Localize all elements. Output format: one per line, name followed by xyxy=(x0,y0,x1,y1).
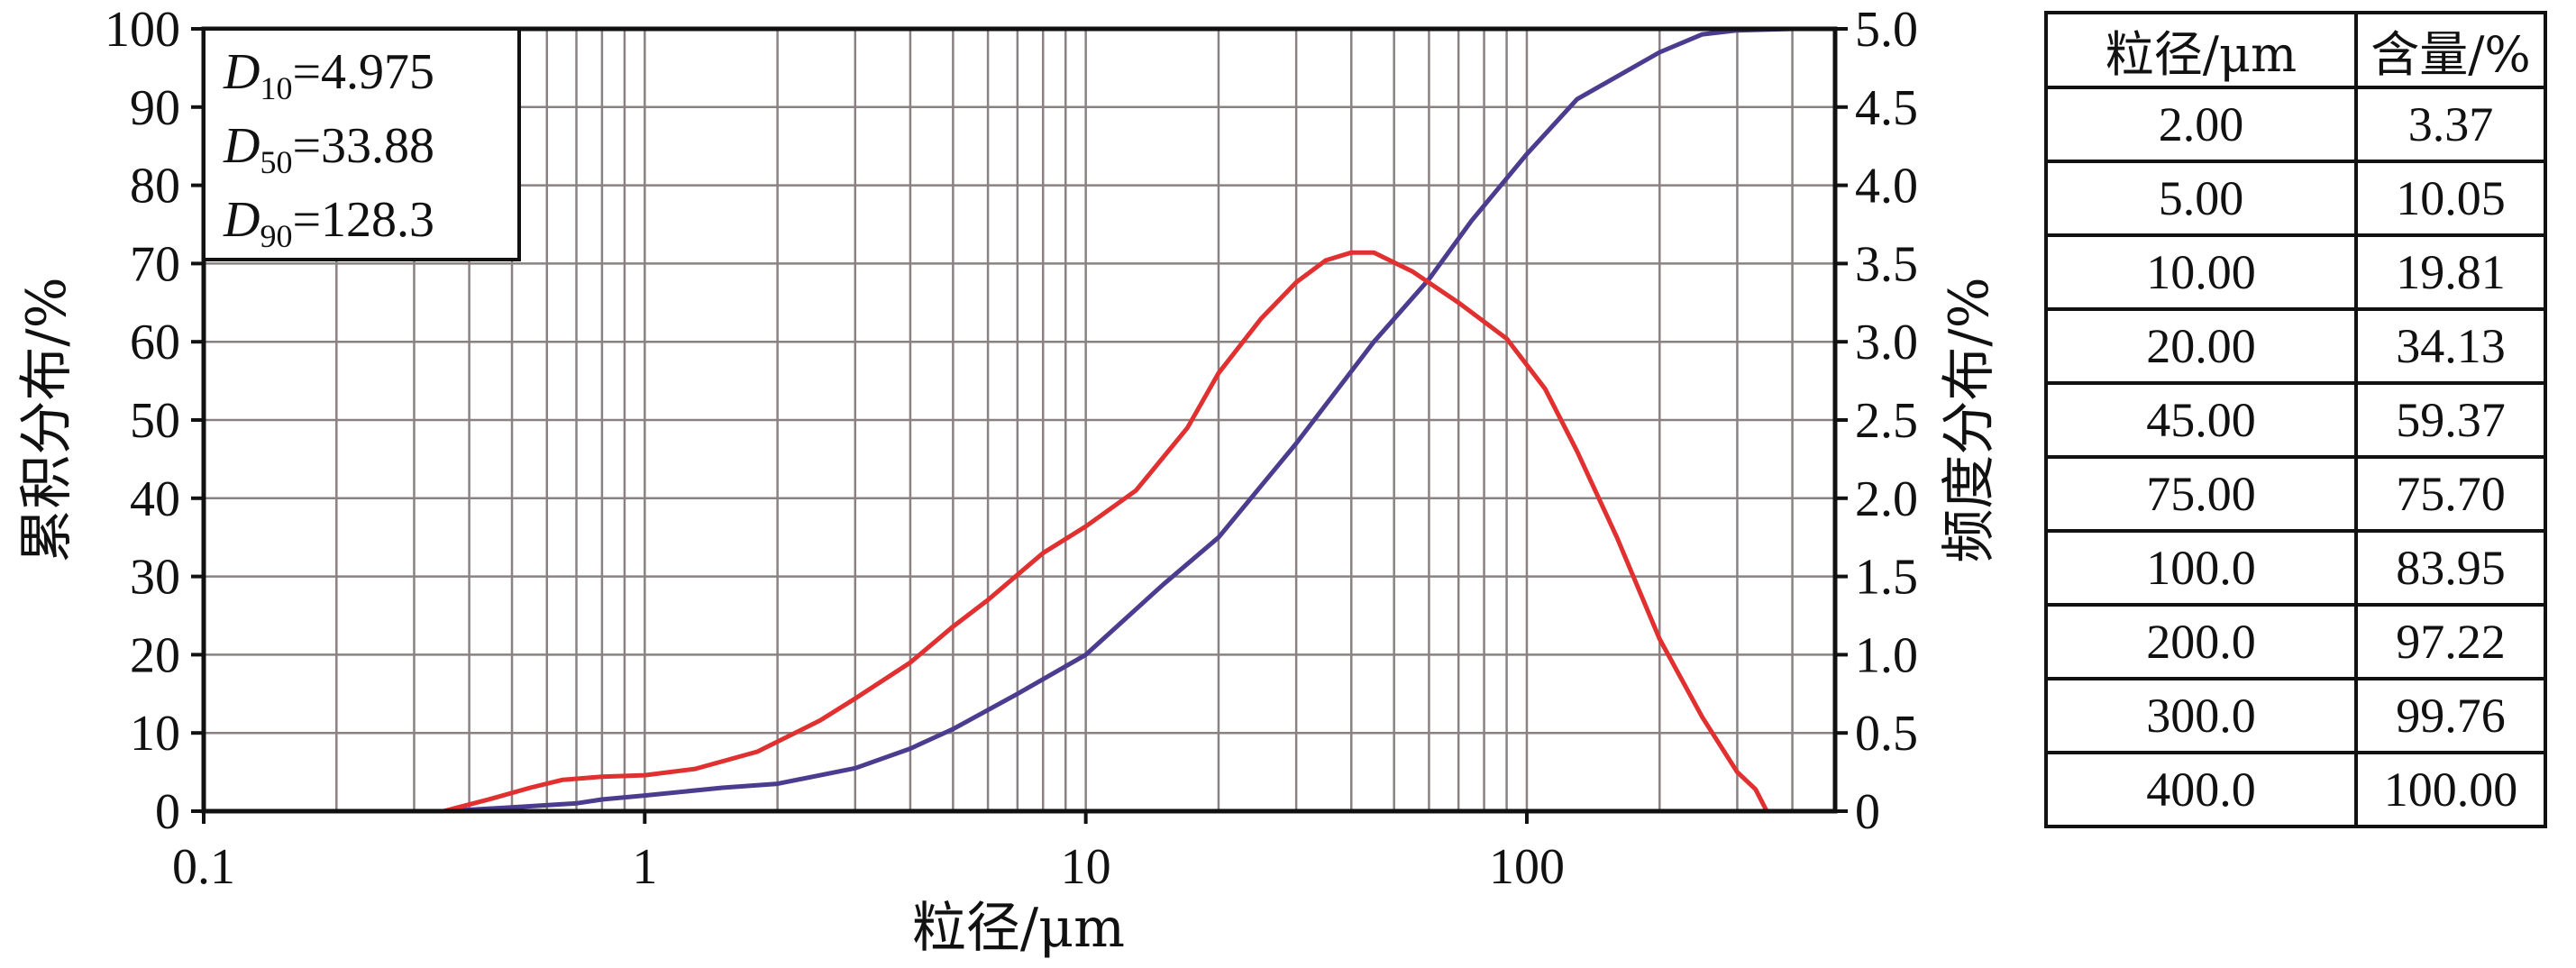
d-values-box: D10=4.975 D50=33.88 D90=128.3 xyxy=(202,27,521,261)
curves xyxy=(443,26,1793,814)
y-right-tick-label: 3.5 xyxy=(1855,236,1918,292)
y-left-axis-title: 累积分布/% xyxy=(15,277,78,562)
x-tick-label: 1 xyxy=(632,839,657,895)
table-header-content: 含量/% xyxy=(2354,11,2547,89)
y-right-tick-label: 0.5 xyxy=(1855,706,1918,762)
table-cell-size: 400.0 xyxy=(2044,751,2358,828)
y-right-tick-label: 4.0 xyxy=(1855,159,1918,215)
y-right-tick-label: 1.0 xyxy=(1855,627,1918,683)
table-cell-size: 300.0 xyxy=(2044,677,2358,754)
y-left-tick-label: 40 xyxy=(130,471,180,527)
table-cell-content: 34.13 xyxy=(2354,307,2547,385)
table-row: 5.00 10.05 xyxy=(2044,160,2547,237)
table-cell-content: 10.05 xyxy=(2354,160,2547,237)
y-left-tick-label: 20 xyxy=(130,627,180,683)
x-tick-label: 0.1 xyxy=(172,839,235,895)
table-row: 100.0 83.95 xyxy=(2044,529,2547,607)
y-right-tick-label: 4.5 xyxy=(1855,80,1918,136)
x-axis-title: 粒径/μm xyxy=(912,897,1125,960)
y-left-tick-label: 50 xyxy=(130,393,180,449)
table-row: 2.00 3.37 xyxy=(2044,86,2547,163)
table-row: 200.0 97.22 xyxy=(2044,603,2547,680)
y-left-tick-label: 60 xyxy=(130,315,180,370)
y-right-tick-label: 5.0 xyxy=(1855,2,1918,58)
cumulative-curve xyxy=(443,26,1793,814)
y-right-tick-label: 2.0 xyxy=(1855,471,1918,527)
y-left-tick-label: 10 xyxy=(130,706,180,762)
d10-annotation: D10=4.975 xyxy=(223,44,434,106)
y-left-tick-label: 30 xyxy=(130,550,180,606)
table-row: 45.00 59.37 xyxy=(2044,381,2547,459)
table-cell-size: 200.0 xyxy=(2044,603,2358,680)
y-left-tick-label: 100 xyxy=(105,2,180,58)
table-header-size: 粒径/μm xyxy=(2044,11,2358,89)
y-right-tick-label: 0 xyxy=(1855,784,1880,840)
table-cell-content: 83.95 xyxy=(2354,529,2547,607)
table-cell-size: 20.00 xyxy=(2044,307,2358,385)
y-left-tick-label: 90 xyxy=(130,80,180,136)
table-row: 10.00 19.81 xyxy=(2044,233,2547,311)
table-cell-content: 3.37 xyxy=(2354,86,2547,163)
table-cell-content: 100.00 xyxy=(2354,751,2547,828)
y-right-tick-labels: 0 0.5 1.0 1.5 2.0 2.5 3.0 3.5 4.0 4.5 5.0 xyxy=(1835,2,1918,840)
frequency-curve xyxy=(443,250,1769,814)
table-cell-content: 59.37 xyxy=(2354,381,2547,459)
grid-lines xyxy=(204,29,1837,811)
d90-annotation: D90=128.3 xyxy=(223,192,434,254)
table-cell-content: 75.70 xyxy=(2354,455,2547,533)
y-right-axis-title: 频度分布/% xyxy=(1938,277,2001,562)
size-content-table: 粒径/μm 含量/% 2.00 3.37 5.00 10.05 10.00 19.81 20… xyxy=(2044,11,2547,828)
table-row: 300.0 99.76 xyxy=(2044,677,2547,754)
table-cell-size: 100.0 xyxy=(2044,529,2358,607)
y-right-tick-label: 1.5 xyxy=(1855,550,1918,606)
table-cell-size: 75.00 xyxy=(2044,455,2358,533)
y-right-tick-label: 3.0 xyxy=(1855,315,1918,370)
table-cell-size: 5.00 xyxy=(2044,160,2358,237)
table-row: 400.0 100.00 xyxy=(2044,751,2547,828)
table-cell-size: 10.00 xyxy=(2044,233,2358,311)
d-values-frame xyxy=(202,27,521,261)
x-tick-label: 100 xyxy=(1489,839,1565,895)
table-row: 20.00 34.13 xyxy=(2044,307,2547,385)
x-tick-labels: 0.1 1 10 100 xyxy=(172,811,1565,895)
x-tick-label: 10 xyxy=(1061,839,1111,895)
table-header-row: 粒径/μm 含量/% xyxy=(2044,11,2547,89)
d50-annotation: D50=33.88 xyxy=(223,118,434,180)
y-left-tick-label: 70 xyxy=(130,236,180,292)
y-left-tick-labels: 0 10 20 30 40 50 60 70 80 90 100 xyxy=(105,2,204,840)
table-row: 75.00 75.70 xyxy=(2044,455,2547,533)
y-left-tick-label: 80 xyxy=(130,159,180,215)
y-left-tick-label: 0 xyxy=(155,784,180,840)
y-right-tick-label: 2.5 xyxy=(1855,393,1918,449)
table-cell-content: 99.76 xyxy=(2354,677,2547,754)
table-cell-size: 45.00 xyxy=(2044,381,2358,459)
table-cell-size: 2.00 xyxy=(2044,86,2358,163)
table-cell-content: 19.81 xyxy=(2354,233,2547,311)
table-cell-content: 97.22 xyxy=(2354,603,2547,680)
